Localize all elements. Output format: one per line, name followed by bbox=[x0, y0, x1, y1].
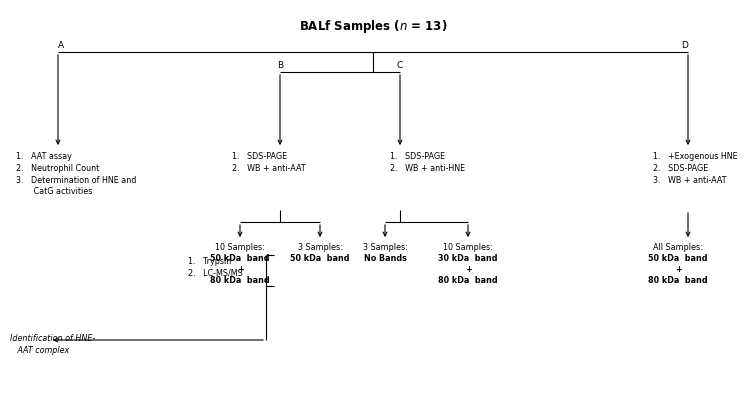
Text: 1.   Trypsin
2.   LC-MS/MS: 1. Trypsin 2. LC-MS/MS bbox=[188, 257, 242, 278]
Text: 30 kDa  band
+
80 kDa  band: 30 kDa band + 80 kDa band bbox=[438, 254, 498, 285]
Text: B: B bbox=[277, 61, 283, 70]
Text: Identification of HNE-
   AAT complex: Identification of HNE- AAT complex bbox=[10, 334, 95, 355]
Text: All Samples:: All Samples: bbox=[653, 243, 703, 252]
Text: 10 Samples:: 10 Samples: bbox=[443, 243, 493, 252]
Text: 1.   SDS-PAGE
2.   WB + anti-AAT: 1. SDS-PAGE 2. WB + anti-AAT bbox=[232, 152, 306, 173]
Text: 1.   +Exogenous HNE
2.   SDS-PAGE
3.   WB + anti-AAT: 1. +Exogenous HNE 2. SDS-PAGE 3. WB + an… bbox=[653, 152, 738, 185]
Text: D: D bbox=[681, 41, 688, 50]
Text: No Bands: No Bands bbox=[363, 254, 407, 263]
Text: C: C bbox=[397, 61, 403, 70]
Text: 1.   AAT assay
2.   Neutrophil Count
3.   Determination of HNE and
       CatG a: 1. AAT assay 2. Neutrophil Count 3. Dete… bbox=[16, 152, 137, 196]
Text: A: A bbox=[58, 41, 64, 50]
Text: 3 Samples:: 3 Samples: bbox=[298, 243, 342, 252]
Text: BALf Samples ($\it{n}$ = 13): BALf Samples ($\it{n}$ = 13) bbox=[299, 18, 447, 35]
Text: 3 Samples:: 3 Samples: bbox=[363, 243, 407, 252]
Text: 50 kDa  band
+
80 kDa  band: 50 kDa band + 80 kDa band bbox=[648, 254, 708, 285]
Text: 50 kDa  band: 50 kDa band bbox=[290, 254, 350, 263]
Text: 50 kDa  band
+
80 kDa  band: 50 kDa band + 80 kDa band bbox=[210, 254, 270, 285]
Text: 10 Samples:: 10 Samples: bbox=[215, 243, 265, 252]
Text: 1.   SDS-PAGE
2.   WB + anti-HNE: 1. SDS-PAGE 2. WB + anti-HNE bbox=[390, 152, 465, 173]
